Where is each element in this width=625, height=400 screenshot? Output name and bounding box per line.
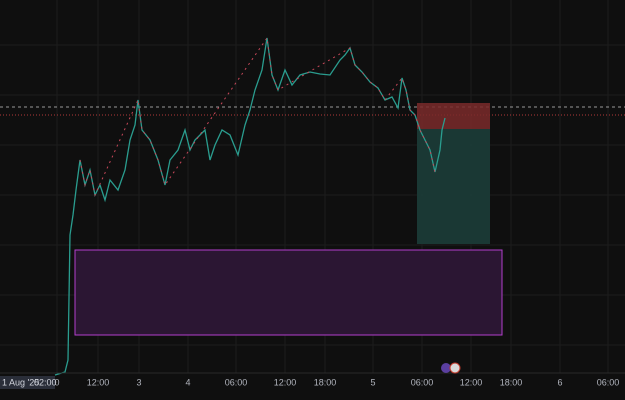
time-label: 0 (54, 377, 59, 387)
time-axis: 0 12:00 3 4 06:00 12:00 18:00 5 06:00 12:00 18:00 6… (54, 377, 619, 387)
time-label: 3 (136, 377, 141, 387)
event-icon[interactable] (441, 363, 451, 373)
time-label: 18:00 (500, 377, 523, 387)
cursor-time: 02:00 (34, 377, 57, 387)
price-trace-down (79, 36, 436, 197)
price-trace (54, 37, 446, 376)
time-label: 6 (557, 377, 562, 387)
time-label: 12:00 (87, 377, 110, 387)
cursor-label-box (0, 376, 55, 389)
time-label: 06:00 (597, 377, 620, 387)
time-label: 12:00 (460, 377, 483, 387)
stop-zone[interactable] (417, 103, 490, 129)
time-label: 4 (185, 377, 190, 387)
cursor-date: 1 Aug '25 (2, 377, 39, 387)
highlight-rectangle[interactable] (74, 249, 503, 336)
time-label: 12:00 (274, 377, 297, 387)
flag-icon[interactable] (449, 362, 461, 374)
time-label: 5 (370, 377, 375, 387)
time-label: 06:00 (225, 377, 248, 387)
time-label: 06:00 (411, 377, 434, 387)
time-label: 18:00 (314, 377, 337, 387)
